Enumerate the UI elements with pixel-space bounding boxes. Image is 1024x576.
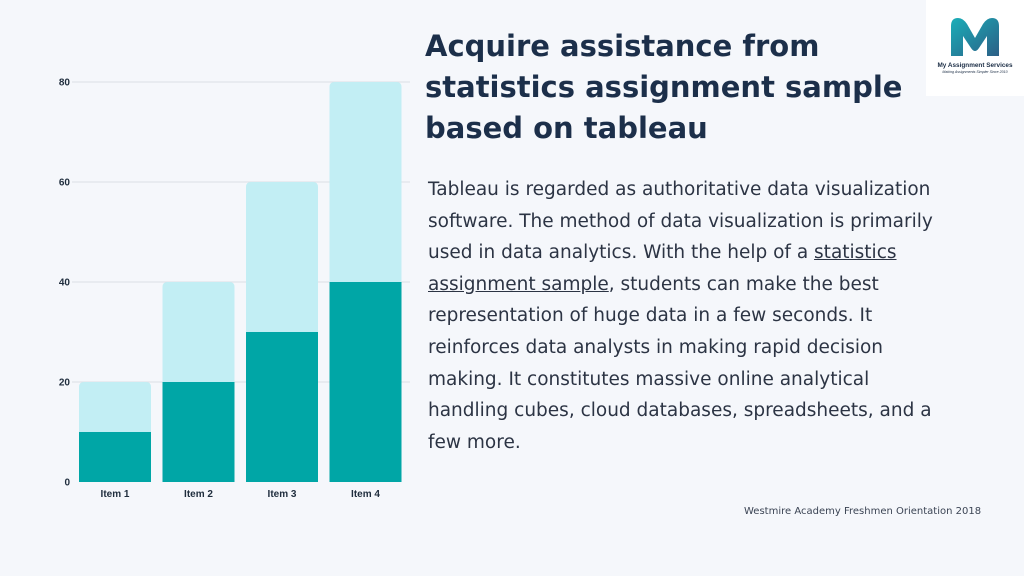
stacked-bar-chart: 0 20 40 60 80 Item 1 Item 2 Item 3 Item 4	[59, 78, 410, 501]
title-line-1: Acquire assistance from	[425, 29, 820, 63]
description-paragraph: Tableau is regarded as authoritative dat…	[428, 174, 948, 458]
y-tick-label: 0	[64, 478, 70, 489]
x-category-label: Item 2	[184, 489, 213, 500]
title-line-2: statistics assignment sample	[425, 70, 903, 104]
bar-segment-upper	[329, 82, 402, 282]
y-tick-label: 60	[59, 178, 71, 189]
logo-m-icon	[951, 18, 999, 56]
chart-labels: 0 20 40 60 80 Item 1 Item 2 Item 3 Item 4	[59, 78, 381, 501]
statistics-assignment-sample-link[interactable]: statistics assignment sample	[428, 242, 897, 295]
footer-text: Westmire Academy Freshmen Orientation 20…	[744, 506, 982, 517]
title-line-3: based on tableau	[425, 111, 708, 145]
bar-segment-lower	[162, 382, 235, 482]
chart-bars	[79, 82, 402, 482]
bar-segment-upper	[162, 282, 235, 382]
x-category-label: Item 4	[351, 489, 380, 500]
bar-segment-upper	[246, 182, 318, 332]
bar-segment-lower	[246, 332, 318, 482]
brand-logo[interactable]: My Assignment Services Making Assignment…	[926, 0, 1024, 96]
y-tick-label: 20	[59, 378, 71, 389]
paragraph-text-after-link: , students can make the best representat…	[428, 273, 932, 453]
logo-name: My Assignment Services	[937, 62, 1013, 69]
paragraph-text-before-link: Tableau is regarded as authoritative dat…	[428, 179, 933, 264]
x-category-label: Item 1	[101, 489, 130, 500]
bar-segment-upper	[79, 382, 151, 432]
y-tick-label: 80	[59, 78, 71, 89]
y-tick-label: 40	[59, 278, 71, 289]
bar-segment-lower	[329, 282, 402, 482]
page-title: Acquire assistance from statistics assig…	[425, 26, 925, 149]
bar-segment-lower	[79, 432, 151, 482]
x-category-label: Item 3	[268, 489, 297, 500]
logo-tagline: Making Assignments Simpler Since 2010	[942, 70, 1008, 74]
